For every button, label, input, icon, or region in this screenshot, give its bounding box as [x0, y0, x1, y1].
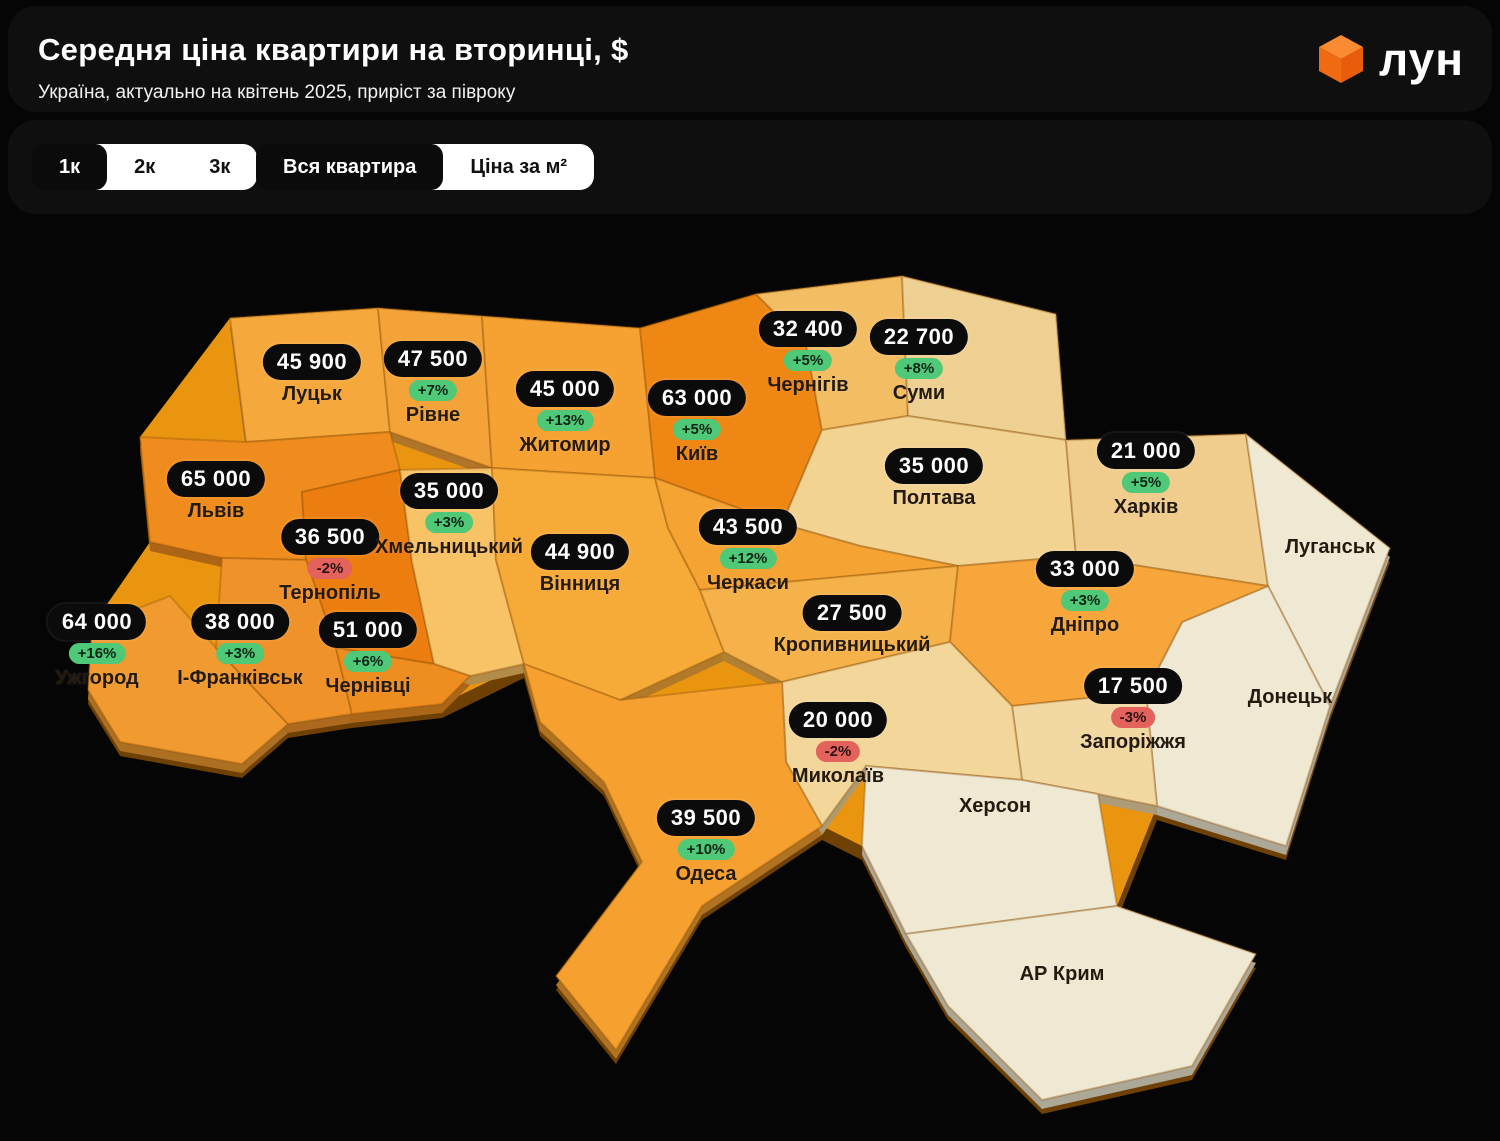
region-shape-zhytomyr — [481, 315, 656, 479]
rooms-toggle: 1к 2к 3к — [32, 144, 258, 190]
lun-logo-text: лун — [1379, 33, 1464, 85]
rooms-option-1[interactable]: 1к — [32, 144, 108, 190]
header: Середня ціна квартири на вторинці, $ Укр… — [8, 6, 1492, 112]
lun-logo: лун — [1317, 33, 1464, 85]
price-mode-toggle: Вся квартира Ціна за м² — [256, 144, 595, 190]
page-title: Середня ціна квартири на вторинці, $ — [38, 32, 629, 67]
lun-cube-icon — [1319, 35, 1364, 83]
region-shape-sumy — [901, 275, 1067, 441]
region-shape-kherson — [861, 765, 1118, 935]
rooms-option-3[interactable]: 3к — [182, 144, 257, 190]
region-shape-volyn — [229, 307, 391, 443]
rooms-option-2[interactable]: 2к — [107, 144, 182, 190]
region-shape-crimea — [905, 905, 1257, 1101]
mode-option-2[interactable]: Ціна за м² — [443, 144, 594, 190]
page-subtitle: Україна, актуально на квітень 2025, прир… — [38, 82, 516, 103]
controls-bar: 1к 2к 3к Вся квартира Ціна за м² — [8, 120, 1492, 214]
mode-option-1[interactable]: Вся квартира — [256, 144, 444, 190]
region-shape-odesa — [523, 663, 823, 1051]
